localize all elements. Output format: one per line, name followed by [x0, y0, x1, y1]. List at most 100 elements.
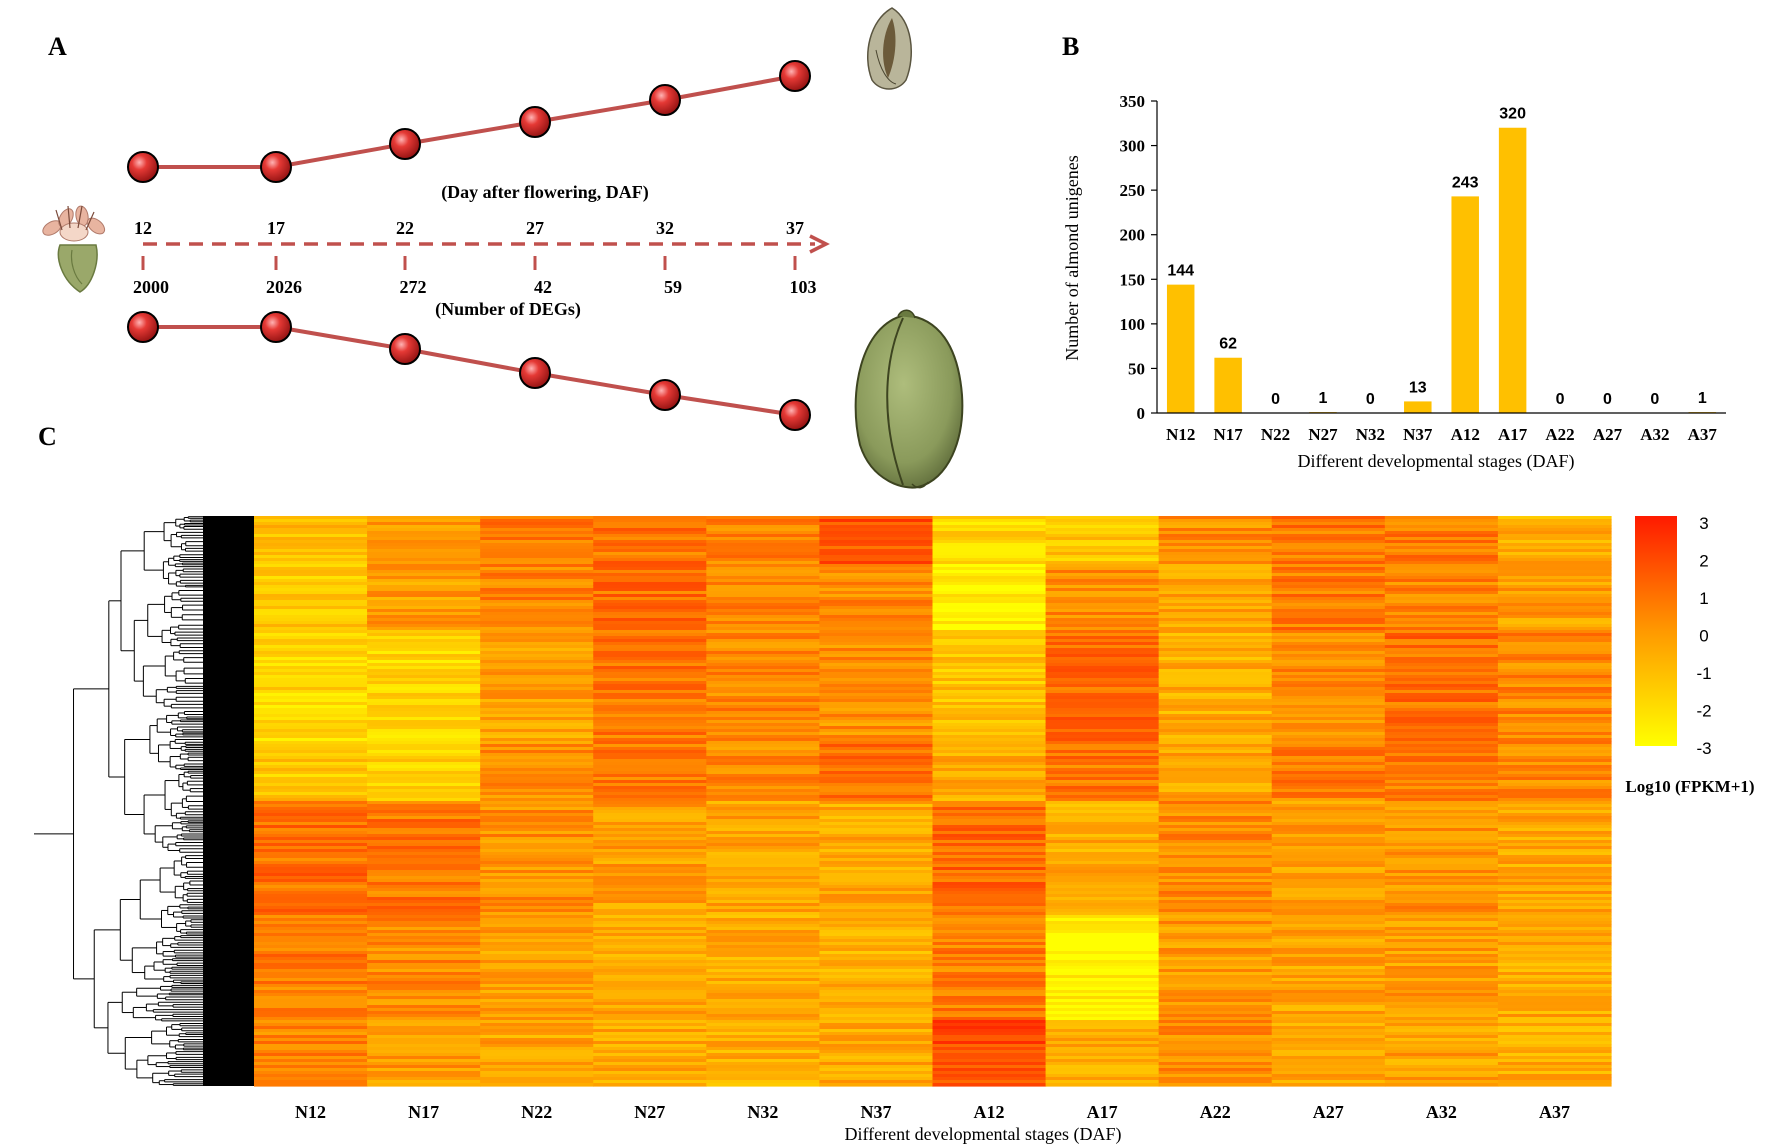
- heatmap-cell: [706, 741, 821, 745]
- heatmap-cell: [480, 852, 594, 856]
- heatmap-cell: [1045, 558, 1160, 562]
- heatmap-cell: [254, 744, 368, 748]
- heatmap-cell: [480, 1056, 594, 1060]
- heatmap-cell: [367, 579, 481, 583]
- heatmap-cell: [480, 840, 594, 844]
- heatmap-cell: [593, 699, 707, 703]
- heatmap-cell: [819, 627, 934, 631]
- heatmap-cell: [1384, 534, 1499, 538]
- heatmap-cell: [1271, 819, 1386, 823]
- heatmap-cell: [254, 1077, 368, 1081]
- heatmap-cell: [1158, 588, 1273, 592]
- heatmap-cell: [706, 633, 821, 637]
- heatmap-cell: [367, 939, 481, 943]
- heatmap-cell: [254, 1026, 368, 1030]
- heatmap-cell: [1384, 780, 1499, 784]
- heatmap-cell: [367, 984, 481, 988]
- heatmap-cell: [367, 621, 481, 625]
- heatmap-cell: [1271, 864, 1386, 868]
- heatmap-cell: [1045, 978, 1160, 982]
- heatmap-cell: [819, 963, 934, 967]
- heatmap-cell: [1158, 936, 1273, 940]
- heatmap-cell: [367, 792, 481, 796]
- heatmap-column-label: A32: [1426, 1102, 1457, 1122]
- heatmap-cell: [706, 621, 821, 625]
- heatmap-cell: [706, 1029, 821, 1033]
- heatmap-cell: [593, 744, 707, 748]
- heatmap-cell: [480, 975, 594, 979]
- heatmap-cell: [706, 843, 821, 847]
- heatmap-cell: [1271, 735, 1386, 739]
- heatmap-cell: [932, 810, 1047, 814]
- heatmap-cell: [706, 1005, 821, 1009]
- heatmap-cell: [367, 756, 481, 760]
- heatmap-cell: [367, 573, 481, 577]
- heatmap-cell: [1271, 1074, 1386, 1078]
- heatmap-cell: [1497, 615, 1612, 619]
- heatmap-cell: [367, 672, 481, 676]
- heatmap-column-A17: [1045, 516, 1160, 1087]
- heatmap-cell: [1045, 666, 1160, 670]
- heatmap-cell: [1158, 915, 1273, 919]
- heatmap-cell: [1384, 1062, 1499, 1066]
- heatmap-cell: [1384, 951, 1499, 955]
- heatmap-cell: [706, 552, 821, 556]
- heatmap-cell: [1497, 891, 1612, 895]
- heatmap-cell: [254, 810, 368, 814]
- heatmap-cell: [1271, 705, 1386, 709]
- heatmap-cell: [593, 1026, 707, 1030]
- heatmap-cell: [932, 612, 1047, 616]
- bar-data-label: 0: [1650, 391, 1659, 408]
- heatmap-cell: [1045, 795, 1160, 799]
- heatmap-cell: [1384, 1044, 1499, 1048]
- heatmap-cell: [932, 819, 1047, 823]
- heatmap-cell: [254, 669, 368, 673]
- heatmap-cell: [1158, 1035, 1273, 1039]
- heatmap-cell: [367, 588, 481, 592]
- heatmap-cell: [819, 600, 934, 604]
- heatmap-cell: [1497, 885, 1612, 889]
- heatmap-cell: [1158, 567, 1273, 571]
- heatmap-cell: [1045, 597, 1160, 601]
- heatmap-cell: [706, 705, 821, 709]
- heatmap-cell: [1158, 996, 1273, 1000]
- heatmap-cell: [706, 762, 821, 766]
- heatmap-cell: [706, 648, 821, 652]
- heatmap-cell: [367, 762, 481, 766]
- heatmap-cell: [1158, 879, 1273, 883]
- heatmap-cell: [1384, 816, 1499, 820]
- heatmap-cell: [1045, 888, 1160, 892]
- heatmap-cell: [1158, 933, 1273, 937]
- heatmap-cell: [1045, 996, 1160, 1000]
- heatmap-cell: [932, 750, 1047, 754]
- heatmap-cell: [1158, 843, 1273, 847]
- heatmap-cell: [254, 1065, 368, 1069]
- heatmap-cell: [593, 996, 707, 1000]
- heatmap-cell: [1045, 732, 1160, 736]
- heatmap-cell: [932, 597, 1047, 601]
- heatmap-cell: [1045, 885, 1160, 889]
- heatmap-cell: [1045, 921, 1160, 925]
- bottom-trend-line: [143, 325, 796, 417]
- heatmap-cell: [706, 858, 821, 862]
- heatmap-cell: [1045, 570, 1160, 574]
- timeline-arrowhead: [809, 234, 830, 254]
- heatmap-cell: [1271, 558, 1386, 562]
- heatmap-cell: [480, 552, 594, 556]
- heatmap-cell: [706, 816, 821, 820]
- colorbar-tick-label: -2: [1696, 702, 1711, 721]
- heatmap-cell: [593, 546, 707, 550]
- heatmap-cell: [819, 558, 934, 562]
- heatmap-cell: [1271, 924, 1386, 928]
- heatmap-cell: [706, 690, 821, 694]
- heatmap-cell: [1271, 867, 1386, 871]
- heatmap-cell: [1384, 786, 1499, 790]
- heatmap-cell: [706, 846, 821, 850]
- heatmap-cell: [1384, 630, 1499, 634]
- heatmap-cell: [706, 942, 821, 946]
- heatmap-cell: [1384, 978, 1499, 982]
- heatmap-cell: [593, 831, 707, 835]
- heatmap-cell: [819, 714, 934, 718]
- heatmap-cell: [706, 792, 821, 796]
- heatmap-cell: [593, 1035, 707, 1039]
